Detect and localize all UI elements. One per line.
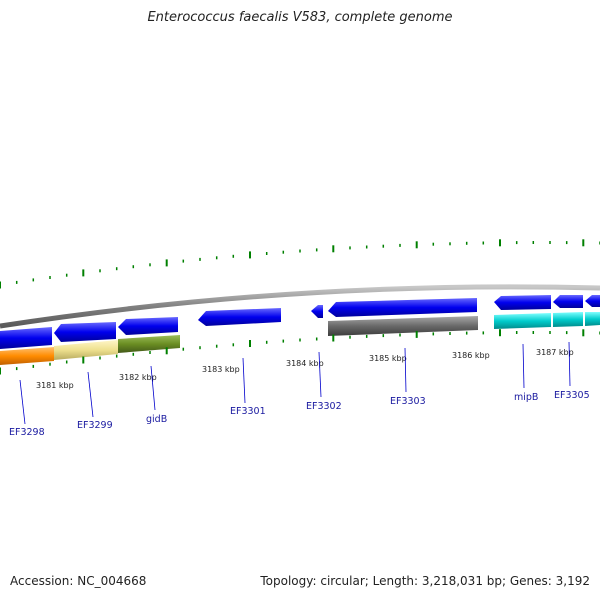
gene-arrow-EF3299[interactable]: [54, 322, 116, 342]
kbp-scale: 3181 kbp 3182 kbp 3183 kbp 3184 kbp 3185…: [36, 348, 574, 390]
inner-tick-track: [0, 329, 600, 375]
gene-arrow-EF3301[interactable]: [198, 308, 281, 326]
gene-label-EF3303[interactable]: EF3303: [390, 396, 426, 407]
gene-label-EF3305[interactable]: EF3305: [554, 390, 590, 401]
kbp-label: 3182 kbp: [119, 373, 157, 382]
gene-label-EF3301[interactable]: EF3301: [230, 406, 266, 417]
cog-bar-EF3299: [54, 340, 118, 360]
gene-arrow-next[interactable]: [585, 295, 600, 307]
leader-EF3303: [404, 347, 407, 393]
kbp-label: 3185 kbp: [369, 354, 407, 363]
genome-summary-text: Topology: circular; Length: 3,218,031 bp…: [260, 574, 590, 588]
gene-arrow-EF3303[interactable]: [328, 298, 477, 317]
gene-arrow-gidB[interactable]: [118, 317, 178, 335]
gene-label-EF3302[interactable]: EF3302: [306, 401, 342, 412]
cog-bar-next: [585, 312, 600, 326]
gene-label-EF3298[interactable]: EF3298: [9, 427, 45, 438]
leader-gidB: [150, 365, 156, 411]
leader-mipB: [522, 343, 525, 389]
gene-label-mipB[interactable]: mipB: [514, 392, 538, 403]
gene-arrow-EF3305[interactable]: [553, 295, 583, 308]
leader-EF3305: [568, 341, 571, 387]
kbp-label: 3187 kbp: [536, 348, 574, 357]
gene-leader-lines: [19, 341, 571, 425]
accession-text: Accession: NC_004668: [10, 574, 147, 588]
leader-EF3298: [19, 379, 26, 425]
gene-labels: EF3298 EF3299 gidB EF3301 EF3302 EF3303 …: [9, 390, 590, 438]
cog-bar-EF3303: [328, 316, 478, 336]
map-title: Enterococcus faecalis V583, complete gen…: [147, 10, 453, 25]
kbp-label: 3181 kbp: [36, 381, 74, 390]
leader-EF3302: [318, 351, 322, 398]
outer-tick-track: [0, 239, 600, 289]
genome-backbone: [0, 284, 600, 329]
cog-bar-gidB: [118, 335, 180, 353]
cog-track: [0, 312, 600, 365]
gene-label-gidB[interactable]: gidB: [146, 414, 167, 425]
leader-EF3299: [87, 371, 94, 418]
gene-arrow-EF3302[interactable]: [311, 305, 323, 318]
cog-bar-EF3305: [553, 312, 583, 327]
cog-bar-mipB: [494, 313, 551, 329]
gene-arrow-EF3298[interactable]: [0, 327, 52, 349]
gene-arrow-mipB[interactable]: [494, 295, 551, 310]
gene-track: [0, 295, 600, 349]
leader-EF3301: [242, 357, 246, 404]
kbp-label: 3184 kbp: [286, 359, 324, 368]
kbp-label: 3183 kbp: [202, 365, 240, 374]
kbp-label: 3186 kbp: [452, 351, 490, 360]
cog-bar-EF3298: [0, 347, 54, 365]
gene-label-EF3299[interactable]: EF3299: [77, 420, 113, 431]
